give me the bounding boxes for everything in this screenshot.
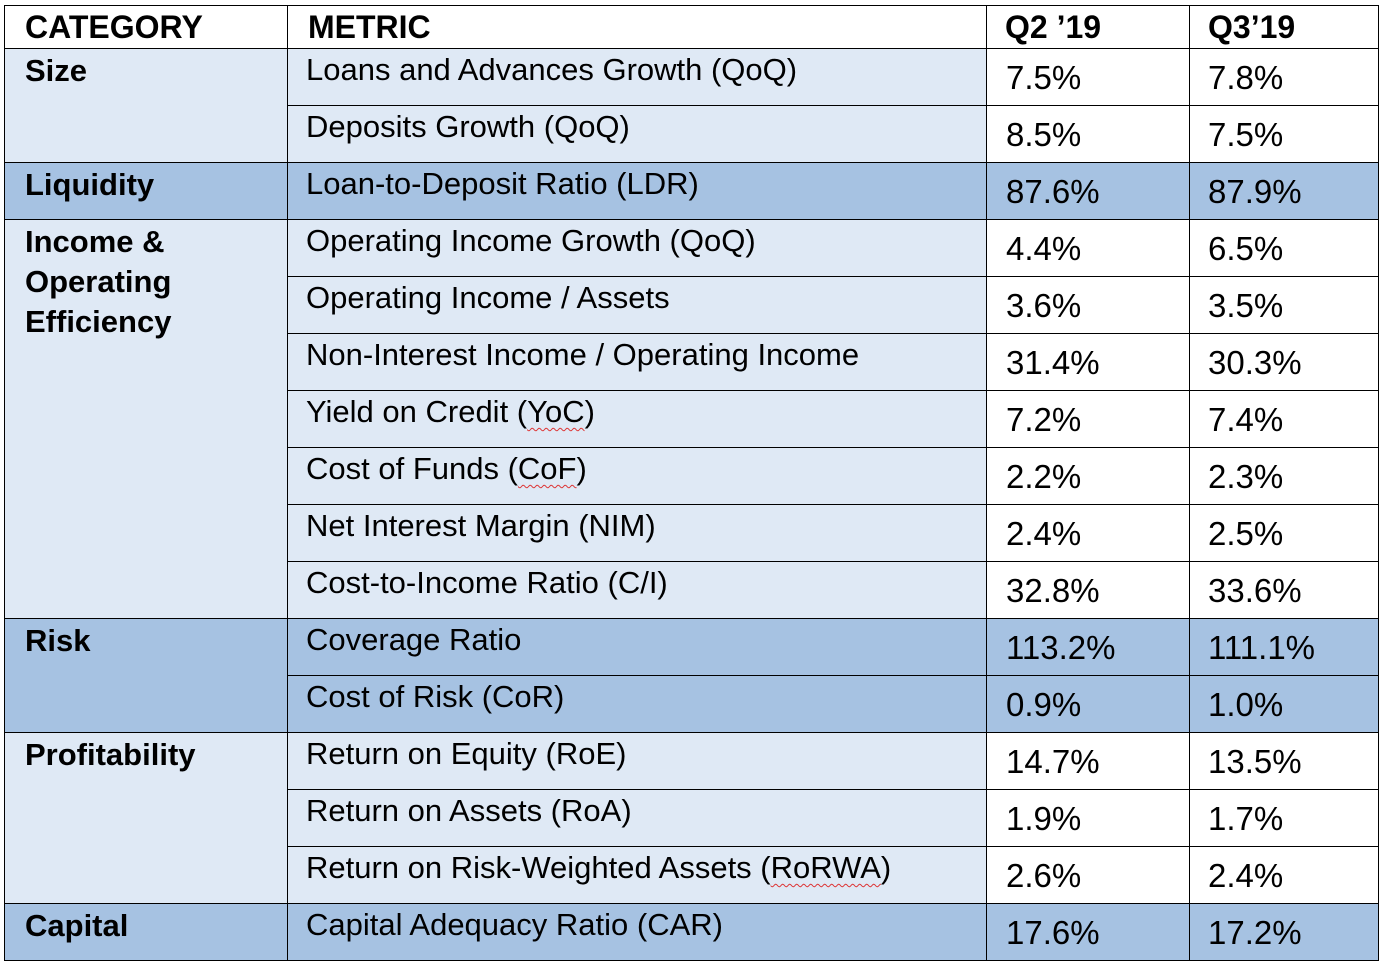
spellcheck-flag: CoF [517, 451, 577, 486]
category-line: Income & [25, 224, 165, 259]
spellcheck-flag: YoC [527, 394, 585, 429]
metric-cell: Operating Income Growth (QoQ) [287, 219, 987, 277]
metric-cell: Yield on Credit (YoC) [287, 390, 987, 448]
table-row: Profitability Return on Equity (RoE) 14.… [4, 732, 1379, 904]
table-row: Net Interest Margin (NIM) 2.4% 2.5% [5, 504, 1379, 562]
q3-value-cell: 3.5% [1189, 276, 1379, 334]
q2-value-cell: 4.4% [986, 219, 1190, 277]
table-row: Operating Income / Assets 3.6% 3.5% [5, 276, 1379, 334]
table-row: Risk Coverage Ratio 113.2% 111.1% [4, 618, 1379, 733]
metric-cell: Non-Interest Income / Operating Income [287, 333, 987, 391]
metric-cell: Return on Risk-Weighted Assets (RoRWA) [287, 846, 987, 904]
q2-value-cell: 113.2% [986, 618, 1190, 676]
q2-value-cell: 8.5% [986, 105, 1190, 163]
q2-value-cell: 31.4% [986, 333, 1190, 391]
q2-value-cell: 32.8% [986, 561, 1190, 619]
q3-value-cell: 17.2% [1189, 903, 1379, 961]
q2-value-cell: 14.7% [986, 732, 1190, 790]
q3-value-cell: 7.5% [1189, 105, 1379, 163]
category-line: Efficiency [25, 304, 172, 339]
q3-value-cell: 1.0% [1189, 675, 1379, 733]
category-cell-income-operating-efficiency: Income & Operating Efficiency [4, 219, 288, 619]
table-row: Cost of Funds (CoF) 2.2% 2.3% [5, 447, 1379, 505]
q2-value-cell: 1.9% [986, 789, 1190, 847]
metric-cell: Cost of Risk (CoR) [287, 675, 987, 733]
table-row: Non-Interest Income / Operating Income 3… [5, 333, 1379, 391]
category-cell-size: Size [4, 48, 288, 163]
q3-value-cell: 6.5% [1189, 219, 1379, 277]
q3-value-cell: 13.5% [1189, 732, 1379, 790]
metric-cell: Coverage Ratio [287, 618, 987, 676]
header-metric: METRIC [287, 5, 987, 49]
table-row: Capital Capital Adequacy Ratio (CAR) 17.… [4, 903, 1379, 961]
q2-value-cell: 2.4% [986, 504, 1190, 562]
metric-cell: Capital Adequacy Ratio (CAR) [287, 903, 987, 961]
q2-value-cell: 7.2% [986, 390, 1190, 448]
table-row: Size Loans and Advances Growth (QoQ) 7.5… [4, 48, 1379, 163]
q3-value-cell: 111.1% [1189, 618, 1379, 676]
metric-cell: Cost of Funds (CoF) [287, 447, 987, 505]
q3-value-cell: 7.8% [1189, 48, 1379, 106]
table-row: Income & Operating Efficiency Operating … [4, 219, 1379, 619]
header-q2-2019: Q2 ’19 [986, 5, 1190, 49]
table-row: Return on Assets (RoA) 1.9% 1.7% [5, 789, 1379, 847]
q3-value-cell: 7.4% [1189, 390, 1379, 448]
q2-value-cell: 2.2% [986, 447, 1190, 505]
metric-cell: Return on Equity (RoE) [287, 732, 987, 790]
q2-value-cell: 2.6% [986, 846, 1190, 904]
category-cell-risk: Risk [4, 618, 288, 733]
q2-value-cell: 3.6% [986, 276, 1190, 334]
header-category: CATEGORY [4, 5, 288, 49]
q2-value-cell: 87.6% [986, 162, 1190, 220]
metric-cell: Operating Income / Assets [287, 276, 987, 334]
q3-value-cell: 2.5% [1189, 504, 1379, 562]
q2-value-cell: 0.9% [986, 675, 1190, 733]
table-row: Liquidity Loan-to-Deposit Ratio (LDR) 87… [4, 162, 1379, 220]
table-row: Cost-to-Income Ratio (C/I) 32.8% 33.6% [5, 561, 1379, 619]
category-cell-profitability: Profitability [4, 732, 288, 904]
q2-value-cell: 17.6% [986, 903, 1190, 961]
metric-cell: Deposits Growth (QoQ) [287, 105, 987, 163]
header-q3-2019: Q3’19 [1189, 5, 1379, 49]
spellcheck-flag: RoRWA [770, 850, 881, 885]
category-line: Operating [25, 264, 172, 299]
q3-value-cell: 1.7% [1189, 789, 1379, 847]
metric-cell: Cost-to-Income Ratio (C/I) [287, 561, 987, 619]
kpi-table: CATEGORY METRIC Q2 ’19 Q3’19 Size Loans … [4, 5, 1379, 961]
category-cell-liquidity: Liquidity [4, 162, 288, 220]
q3-value-cell: 87.9% [1189, 162, 1379, 220]
table-row: Cost of Risk (CoR) 0.9% 1.0% [5, 675, 1379, 733]
q3-value-cell: 33.6% [1189, 561, 1379, 619]
metric-cell: Net Interest Margin (NIM) [287, 504, 987, 562]
q2-value-cell: 7.5% [986, 48, 1190, 106]
q3-value-cell: 2.4% [1189, 846, 1379, 904]
metric-cell: Loans and Advances Growth (QoQ) [287, 48, 987, 106]
q3-value-cell: 2.3% [1189, 447, 1379, 505]
metric-cell: Loan-to-Deposit Ratio (LDR) [287, 162, 987, 220]
metric-cell: Return on Assets (RoA) [287, 789, 987, 847]
category-cell-capital: Capital [4, 903, 288, 961]
q3-value-cell: 30.3% [1189, 333, 1379, 391]
header-row: CATEGORY METRIC Q2 ’19 Q3’19 [4, 5, 1379, 49]
table-row: Return on Risk-Weighted Assets (RoRWA) 2… [5, 846, 1379, 904]
table-row: Yield on Credit (YoC) 7.2% 7.4% [5, 390, 1379, 448]
table-row: Deposits Growth (QoQ) 8.5% 7.5% [5, 105, 1379, 163]
